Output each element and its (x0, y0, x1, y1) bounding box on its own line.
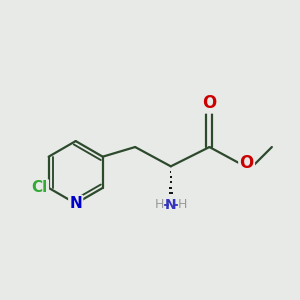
Text: Cl: Cl (32, 180, 48, 195)
Text: N: N (69, 196, 82, 211)
Text: O: O (202, 94, 217, 112)
Text: H: H (155, 199, 164, 212)
Text: N: N (165, 198, 177, 212)
Text: O: O (239, 154, 254, 172)
Text: H: H (177, 199, 187, 212)
